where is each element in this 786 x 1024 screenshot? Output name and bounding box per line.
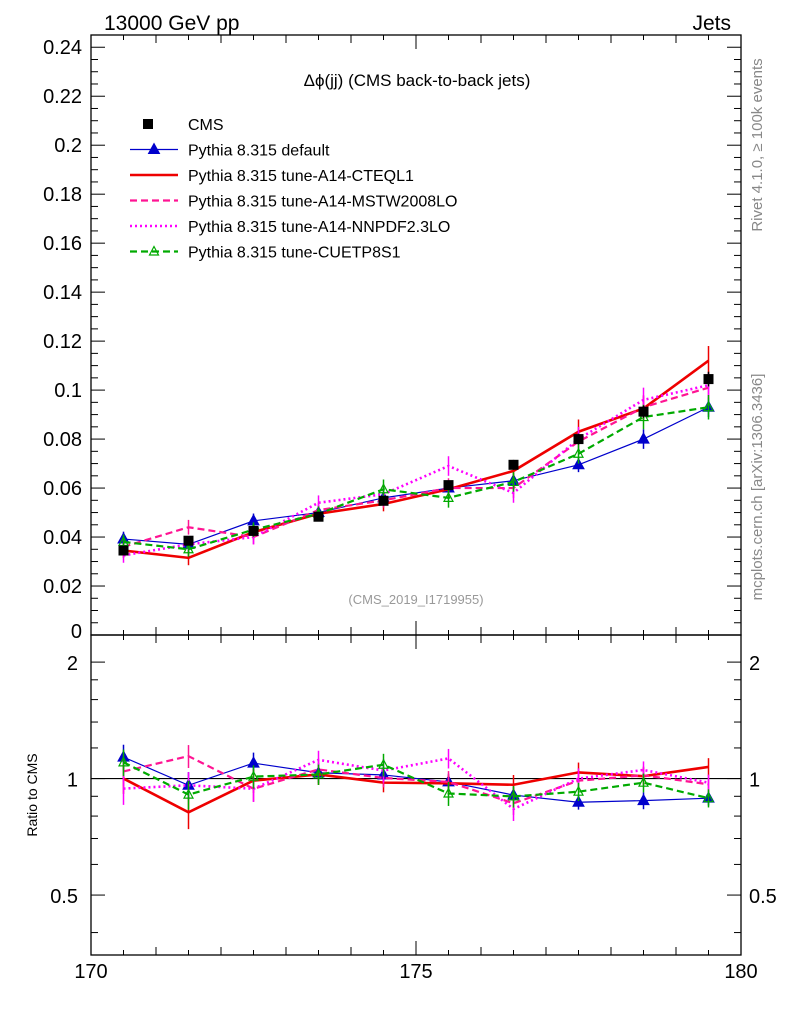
- ratio-tick-label-right: 1: [749, 770, 760, 792]
- legend-label: Pythia 8.315 default: [188, 143, 330, 160]
- series-line: [123, 406, 709, 551]
- ratio-marker: [637, 793, 650, 806]
- legend-label: Pythia 8.315 tune-A14-MSTW2008LO: [188, 194, 457, 211]
- cms-data: [118, 371, 714, 556]
- y-tick-label: 0.06: [43, 478, 82, 500]
- data-point: [443, 480, 454, 491]
- y-tick-label: 0.04: [43, 527, 82, 549]
- mcplots-label: mcplots.cern.ch [arXiv:1306.3436]: [749, 374, 766, 601]
- data-point: [703, 374, 714, 385]
- ratio-series-line: [123, 756, 709, 803]
- y-tick-label: 0.16: [43, 233, 82, 255]
- data-point: [378, 495, 389, 506]
- ratio-marker: [443, 787, 454, 798]
- series-0-main: [117, 397, 715, 552]
- y-tick-label: 0.24: [43, 37, 82, 59]
- series-marker: [378, 483, 389, 494]
- legend-label: Pythia 8.315 tune-A14-NNPDF2.3LO: [188, 219, 450, 236]
- series-line: [123, 406, 709, 545]
- series-4-main: [118, 395, 714, 557]
- plot-title: Δϕ(jj) (CMS back-to-back jets): [304, 71, 531, 90]
- ratio-marker: [508, 790, 519, 801]
- ratio-tick-label-left: 0.5: [50, 886, 78, 908]
- series-line: [123, 383, 709, 557]
- energy-label: 13000 GeV pp: [104, 12, 239, 35]
- series-3-ratio: [122, 748, 710, 821]
- legend-cms-label: CMS: [188, 117, 224, 134]
- legend-marker: [148, 245, 160, 256]
- ratio-frame: [90, 634, 742, 956]
- y-tick-label: 0.08: [43, 429, 82, 451]
- x-tick-label: 180: [724, 961, 757, 983]
- data-point: [508, 459, 519, 470]
- legend-label: Pythia 8.315 tune-A14-CTEQL1: [188, 168, 414, 185]
- ratio-marker: [248, 770, 259, 781]
- data-point: [573, 434, 584, 445]
- series-2-ratio: [122, 745, 710, 815]
- data-point: [313, 511, 324, 522]
- y-tick-label: 0.22: [43, 86, 82, 108]
- ratio-series-line: [123, 754, 709, 805]
- data-point: [118, 545, 129, 556]
- series-1-ratio: [122, 758, 710, 830]
- series-line: [123, 359, 710, 560]
- series-4-ratio: [118, 749, 714, 810]
- ratio-tick-label-right: 0.5: [749, 886, 777, 908]
- ratio-series-line: [122, 765, 709, 814]
- series-marker: [183, 543, 194, 554]
- ratio-marker: [183, 788, 194, 799]
- y-tick-label: 0.18: [43, 184, 82, 206]
- ratio-marker: [378, 758, 389, 769]
- x-tick-label: 175: [399, 961, 432, 983]
- rivet-label: Rivet 4.1.0, ≥ 100k events: [749, 58, 766, 231]
- data-point: [638, 406, 649, 417]
- analysis-watermark: (CMS_2019_I1719955): [348, 592, 483, 607]
- y-tick-label: 0: [71, 621, 82, 643]
- series-line: [123, 386, 709, 548]
- legend-marker: [147, 142, 161, 154]
- series-2-main: [122, 375, 710, 555]
- series-1-main: [122, 346, 710, 566]
- data-point: [248, 525, 259, 536]
- series-3-main: [122, 372, 710, 563]
- series-marker: [118, 535, 129, 547]
- ratio-marker: [638, 776, 649, 787]
- ratio-marker: [572, 795, 585, 807]
- data-point: [183, 535, 194, 546]
- main-panel: 0 0.02 0.04 0.06 0.08 0.1 0.12 0.14 0.16 0.18 0.2 0…: [43, 34, 742, 955]
- ratio-marker: [118, 756, 129, 767]
- process-label: Jets: [692, 12, 731, 35]
- series-marker: [572, 457, 585, 470]
- series-marker: [508, 475, 519, 487]
- legend-cms-marker: [143, 119, 153, 129]
- legend: CMS Pythia 8.315 default Pythia 8.315 tune…: [130, 117, 457, 262]
- series-marker: [573, 447, 584, 458]
- ratio-marker: [573, 785, 584, 796]
- ratio-tick-label-left: 2: [67, 653, 78, 675]
- series-marker: [703, 400, 714, 412]
- ratio-series-line: [123, 757, 709, 811]
- ratio-tick-label-right: 2: [749, 653, 760, 675]
- y-tick-label: 0.14: [43, 282, 82, 304]
- ratio-panel: 170 175 180 0.5 1 2 0.5 1 2: [50, 634, 777, 983]
- y-tick-label: 0.12: [43, 331, 82, 353]
- series-marker: [637, 432, 650, 444]
- y-tick-label: 0.2: [54, 135, 82, 157]
- ratio-ylabel: Ratio to CMS: [24, 753, 40, 836]
- ratio-marker: [313, 768, 324, 779]
- x-tick-label: 170: [74, 961, 107, 983]
- series-marker: [443, 491, 454, 502]
- ratio-marker: [703, 791, 714, 803]
- legend-label: Pythia 8.315 tune-CUETP8S1: [188, 245, 401, 262]
- y-tick-label: 0.1: [54, 380, 82, 402]
- y-tick-label: 0.02: [43, 576, 82, 598]
- ratio-tick-label-left: 1: [67, 770, 78, 792]
